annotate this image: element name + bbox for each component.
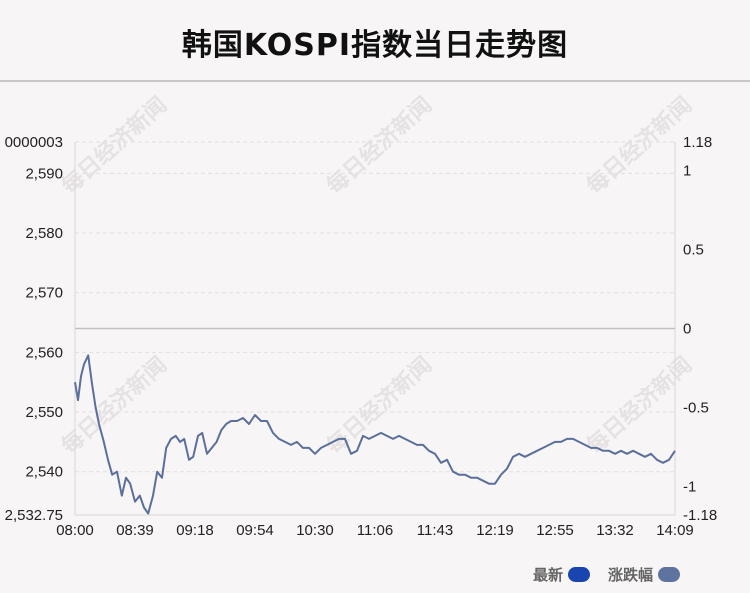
axes xyxy=(74,142,676,516)
y-left-tick-label: 2,540 xyxy=(25,464,63,481)
x-tick-label: 11:06 xyxy=(357,522,393,539)
chart-title: 韩国KOSPI指数当日走势图 xyxy=(181,28,569,63)
watermark-text: 每日经济新闻 xyxy=(582,352,698,460)
legend-item-latest[interactable]: 最新 xyxy=(533,564,591,585)
y-left-tick-label: 2,580 xyxy=(25,225,63,242)
x-tick-label: 09:18 xyxy=(176,522,214,539)
y-left-tick-label: 2,560 xyxy=(25,344,63,361)
title-divider xyxy=(0,80,750,82)
series-layer xyxy=(74,354,676,515)
y-right-tick-label: 1 xyxy=(683,162,691,179)
series-line xyxy=(74,354,676,515)
y-right-tick-label: 1.18 xyxy=(683,134,712,151)
legend-swatch xyxy=(658,567,681,582)
x-ticks: 08:00 08:39 09:18 09:54 10:30 11:06 11:43 12:19… xyxy=(56,522,694,539)
y-right-tick-label: -1.18 xyxy=(683,507,717,524)
y-left-tick-label: 2,532.75 xyxy=(5,507,63,524)
legend-item-change[interactable]: 涨跌幅 xyxy=(608,564,681,585)
legend-swatch xyxy=(568,567,591,582)
y-left-tick-label: 0000003 xyxy=(5,134,63,151)
x-tick-label: 13:32 xyxy=(596,522,634,539)
y-right-tick-label: -0.5 xyxy=(683,400,709,417)
x-tick-label: 08:39 xyxy=(116,522,154,539)
watermark-text: 每日经济新闻 xyxy=(582,92,698,200)
y-right-tick-label: 0.5 xyxy=(683,241,704,258)
x-tick-label: 08:00 xyxy=(56,522,94,539)
x-tick-label: 10:30 xyxy=(296,522,334,539)
legend-label: 最新 xyxy=(533,566,564,584)
watermark-text: 每日经济新闻 xyxy=(322,92,438,200)
x-tick-label: 12:55 xyxy=(536,522,574,539)
x-tick-label: 12:19 xyxy=(476,522,514,539)
y-left-tick-label: 2,590 xyxy=(25,165,63,182)
y-right-tick-label: -1 xyxy=(683,479,696,496)
x-tick-label: 14:09 xyxy=(656,522,694,539)
x-tick-label: 09:54 xyxy=(236,522,274,539)
watermark-text: 每日经济新闻 xyxy=(322,352,438,460)
y-left-ticks: 0000003 2,590 2,580 2,570 2,560 2,550 2,540 2,5… xyxy=(5,134,63,524)
watermark-text: 每日经济新闻 xyxy=(57,352,173,460)
y-right-ticks: 1.18 1 0.5 0 -0.5 -1 -1.18 xyxy=(683,134,717,524)
x-tick-label: 11:43 xyxy=(417,522,453,539)
y-left-tick-label: 2,570 xyxy=(25,285,63,302)
legend-label: 涨跌幅 xyxy=(608,566,654,584)
y-right-tick-label: 0 xyxy=(683,321,691,338)
y-left-tick-label: 2,550 xyxy=(25,404,63,421)
watermark-text: 每日经济新闻 xyxy=(57,92,173,200)
